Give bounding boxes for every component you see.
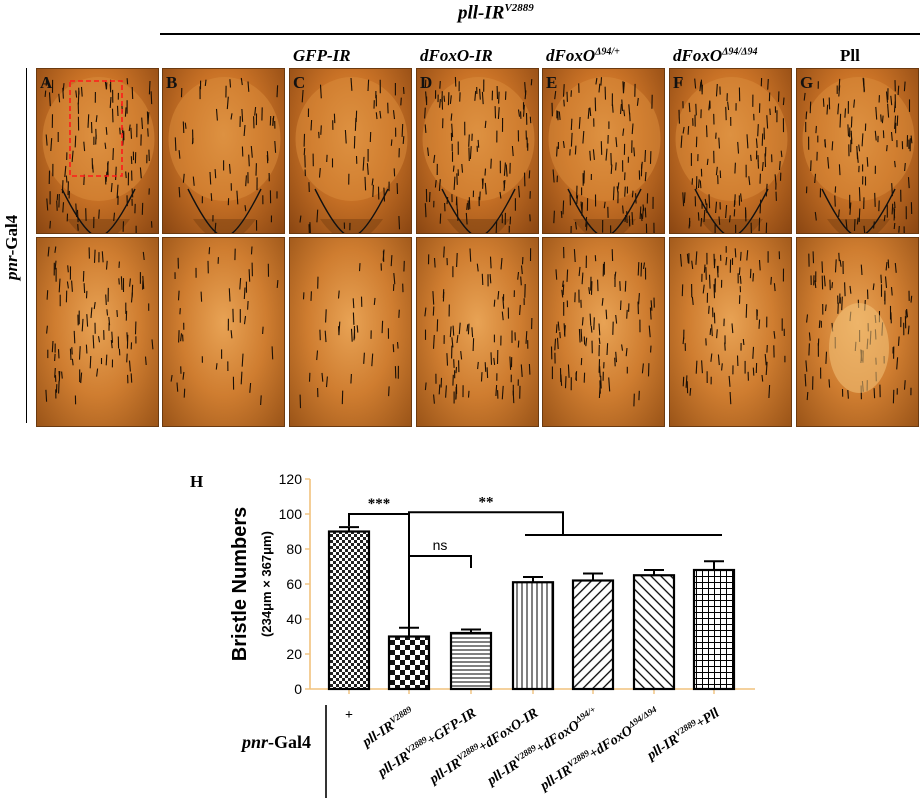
thorax-image-e: E — [542, 68, 665, 234]
x-tick-label-part: Δ94/+ — [572, 704, 597, 725]
x-tick-label-part: +dFoxO — [587, 723, 636, 762]
notum-closeup-f — [669, 237, 792, 427]
column-header-g: Pll — [840, 46, 860, 65]
y-tick-label: 60 — [286, 576, 302, 592]
significance-bracket-1 — [408, 555, 472, 568]
notum-closeup-b — [162, 237, 285, 427]
bar-3 — [511, 581, 555, 691]
x-tick-label-part: +GFP-IR — [425, 706, 480, 749]
x-tick-label-part: Δ94/Δ94 — [625, 704, 658, 731]
y-tick-label: 120 — [279, 471, 303, 487]
panel-letter: D — [420, 73, 433, 92]
column-header-e: dFoxOΔ94/+ — [546, 46, 620, 65]
group-header-line — [160, 33, 920, 35]
thorax-image-c: C — [289, 68, 412, 234]
x-tick-label-part: +Pll — [694, 706, 723, 732]
y-tick-label: 100 — [279, 506, 303, 522]
panel-letter: F — [673, 73, 684, 92]
row-bracket-line — [26, 68, 27, 423]
bar-5 — [632, 574, 676, 691]
bar-1 — [387, 635, 431, 691]
significance-label-1: ns — [433, 537, 448, 553]
bar-6 — [692, 568, 736, 691]
y-axis-subtitle: (234μm × 367μm) — [259, 531, 274, 637]
bar-4 — [571, 579, 615, 691]
thorax-image-g: G — [796, 68, 919, 234]
x-tick-label-5: pll-IRV2889+dFoxOΔ94/Δ94 — [536, 704, 663, 794]
notum-closeup-d — [416, 237, 539, 427]
notum-closeup-e — [542, 237, 665, 427]
row-label: pnr-Gal4 — [2, 214, 21, 280]
column-header-d: dFoxO-IR — [420, 46, 493, 65]
column-header-c: GFP-IR — [293, 46, 351, 65]
column-header-f: dFoxOΔ94/Δ94 — [673, 46, 758, 65]
significance-label-2: ** — [479, 494, 494, 510]
x-tick-label-0: + — [345, 708, 353, 723]
group-header: pll-IRV2889 — [458, 2, 534, 24]
y-axis-title: Bristle Numbers — [229, 507, 251, 662]
chart-panel-letter: H — [190, 472, 203, 491]
notum-closeup-c — [289, 237, 412, 427]
thorax-image-b: B — [162, 68, 285, 234]
significance-bracket-0 — [348, 513, 410, 526]
y-tick-label: 40 — [286, 611, 302, 627]
notum-closeup-g — [796, 237, 919, 427]
panel-letter: A — [40, 73, 53, 92]
y-tick-label: 80 — [286, 541, 302, 557]
bar-chart: H 0 20 40 60 80 100 120 Bristle Numbers (234μm ×… — [190, 471, 755, 798]
panel-letter: B — [166, 73, 178, 92]
x-tick-label-3: pll-IRV2889+dFoxO-IR — [425, 704, 541, 787]
genotype-row-label: pnr-Gal4 — [240, 732, 311, 752]
y-tick-label: 20 — [286, 646, 302, 662]
significance-label-0: *** — [368, 496, 391, 512]
x-tick-label-part: V2889 — [388, 704, 414, 726]
thorax-image-f: F — [669, 68, 792, 234]
bar-2 — [449, 631, 493, 691]
significance-bracket-2 — [408, 511, 564, 525]
panel-letter: E — [546, 73, 558, 92]
notum-closeup-a — [36, 237, 159, 427]
thorax-image-d: D — [416, 68, 539, 234]
thorax-image-a: A — [36, 68, 159, 234]
bar-0 — [327, 530, 371, 691]
y-tick-label: 0 — [294, 681, 302, 697]
x-tick-label-part: + — [345, 708, 353, 723]
x-tick-label-part: +dFoxO — [534, 718, 583, 757]
x-tick-label-4: pll-IRV2889+dFoxOΔ94/+ — [483, 704, 601, 789]
panel-letter: G — [800, 73, 814, 92]
panel-letter: C — [293, 73, 306, 92]
